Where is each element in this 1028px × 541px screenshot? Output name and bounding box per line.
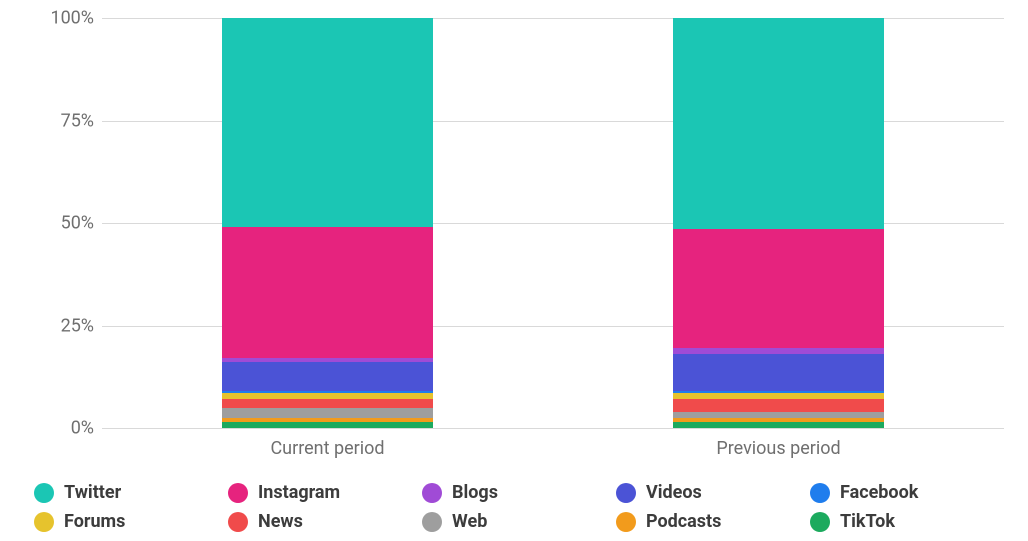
segment-web — [222, 408, 434, 418]
legend: Twitter Instagram Blogs Videos Facebook Forum… — [34, 478, 1004, 536]
legend-label: Forums — [64, 511, 125, 532]
legend-label: Blogs — [452, 482, 498, 503]
legend-swatch — [810, 483, 830, 503]
legend-swatch — [616, 483, 636, 503]
legend-swatch — [34, 512, 54, 532]
stacked-bar-chart: 0% 25% 50% 75% 100% Current period Previ… — [34, 18, 1004, 428]
legend-item-podcasts: Podcasts — [616, 507, 810, 536]
legend-label: News — [258, 511, 303, 532]
plot-area: 0% 25% 50% 75% 100% Current period Previ… — [34, 18, 1004, 428]
legend-label: Instagram — [258, 482, 340, 503]
legend-label: Web — [452, 511, 487, 532]
legend-item-blogs: Blogs — [422, 478, 616, 507]
segment-tiktok — [673, 422, 885, 428]
legend-swatch — [422, 512, 442, 532]
x-label-current: Current period — [102, 438, 553, 459]
legend-item-instagram: Instagram — [228, 478, 422, 507]
legend-swatch — [228, 512, 248, 532]
legend-item-forums: Forums — [34, 507, 228, 536]
y-tick-75: 75% — [61, 110, 94, 131]
legend-item-web: Web — [422, 507, 616, 536]
bar-slot — [553, 18, 1004, 428]
legend-label: Podcasts — [646, 511, 721, 532]
segment-videos — [673, 354, 885, 391]
bar-group — [102, 18, 1004, 428]
y-tick-100: 100% — [50, 8, 94, 29]
segment-twitter — [222, 18, 434, 227]
legend-label: Twitter — [64, 482, 121, 503]
y-tick-50: 50% — [61, 213, 94, 234]
segment-instagram — [673, 229, 885, 348]
x-axis: Current period Previous period — [102, 438, 1004, 459]
segment-news — [673, 399, 885, 411]
legend-swatch — [810, 512, 830, 532]
legend-swatch — [422, 483, 442, 503]
legend-label: TikTok — [840, 511, 895, 532]
bar-previous-period — [673, 18, 885, 428]
legend-item-news: News — [228, 507, 422, 536]
legend-item-twitter: Twitter — [34, 478, 228, 507]
segment-instagram — [222, 227, 434, 358]
legend-item-facebook: Facebook — [810, 478, 1004, 507]
segment-twitter — [673, 18, 885, 229]
segment-news — [222, 399, 434, 407]
legend-swatch — [34, 483, 54, 503]
y-tick-0: 0% — [71, 418, 94, 439]
bar-current-period — [222, 18, 434, 428]
gridline — [102, 428, 1004, 429]
legend-item-videos: Videos — [616, 478, 810, 507]
x-label-previous: Previous period — [553, 438, 1004, 459]
y-tick-25: 25% — [61, 315, 94, 336]
legend-item-tiktok: TikTok — [810, 507, 1004, 536]
plot-canvas — [102, 18, 1004, 428]
segment-tiktok — [222, 422, 434, 428]
legend-swatch — [228, 483, 248, 503]
legend-label: Videos — [646, 482, 702, 503]
segment-videos — [222, 362, 434, 391]
legend-label: Facebook — [840, 482, 918, 503]
y-axis: 0% 25% 50% 75% 100% — [34, 18, 102, 428]
bar-slot — [102, 18, 553, 428]
legend-swatch — [616, 512, 636, 532]
